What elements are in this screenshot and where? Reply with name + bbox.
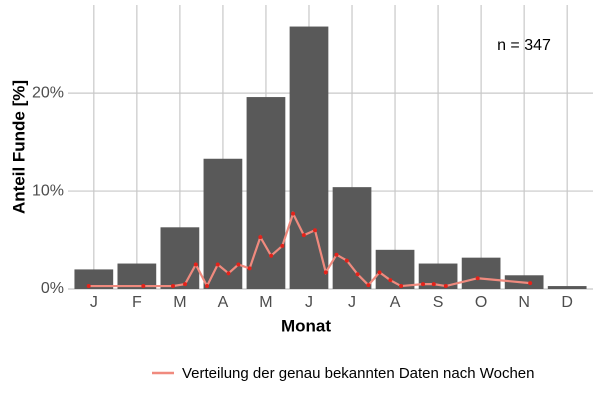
bar <box>74 269 114 289</box>
x-tick-label: J <box>90 294 98 311</box>
y-tick-label: 0% <box>41 280 64 297</box>
x-tick-label: A <box>390 294 401 311</box>
point <box>291 211 296 216</box>
x-tick-label: F <box>132 294 142 311</box>
point <box>366 283 371 288</box>
point <box>399 284 404 289</box>
point <box>204 284 209 289</box>
point <box>355 272 360 277</box>
point <box>528 281 533 286</box>
bar <box>461 257 501 289</box>
x-tick-label: D <box>561 294 573 311</box>
y-tick-label: 10% <box>32 182 64 199</box>
x-tick-label: M <box>259 294 272 311</box>
point <box>431 282 436 287</box>
point <box>141 284 146 289</box>
x-tick-label: S <box>433 294 444 311</box>
point <box>269 253 274 258</box>
point <box>334 252 339 257</box>
point <box>421 282 426 287</box>
x-tick-label: J <box>305 294 313 311</box>
point <box>313 228 318 233</box>
bar <box>289 26 329 289</box>
x-tick-label: A <box>218 294 229 311</box>
point <box>183 282 188 287</box>
point <box>323 270 328 275</box>
x-tick-label: O <box>475 294 487 311</box>
bar <box>547 286 587 289</box>
x-tick-label: N <box>518 294 530 311</box>
bar <box>160 227 200 289</box>
point <box>280 243 285 248</box>
point <box>236 262 241 267</box>
point <box>344 258 349 263</box>
point <box>215 262 220 267</box>
point <box>193 262 198 267</box>
point <box>226 271 231 276</box>
point <box>247 266 252 271</box>
point <box>86 284 91 289</box>
point <box>258 235 263 240</box>
point <box>475 276 480 281</box>
bar <box>117 263 157 289</box>
x-tick-label: J <box>348 294 356 311</box>
point <box>388 278 393 283</box>
point <box>301 233 306 238</box>
point <box>377 270 382 275</box>
bar <box>332 187 372 289</box>
legend-label: Verteilung der genau bekannten Daten nac… <box>182 365 535 382</box>
x-axis-title: Monat <box>281 316 331 335</box>
point <box>443 284 448 289</box>
x-tick-label: M <box>173 294 186 311</box>
point <box>171 284 175 289</box>
y-tick-label: 20% <box>32 84 64 101</box>
y-axis-title: Anteil Funde [%] <box>9 80 28 214</box>
